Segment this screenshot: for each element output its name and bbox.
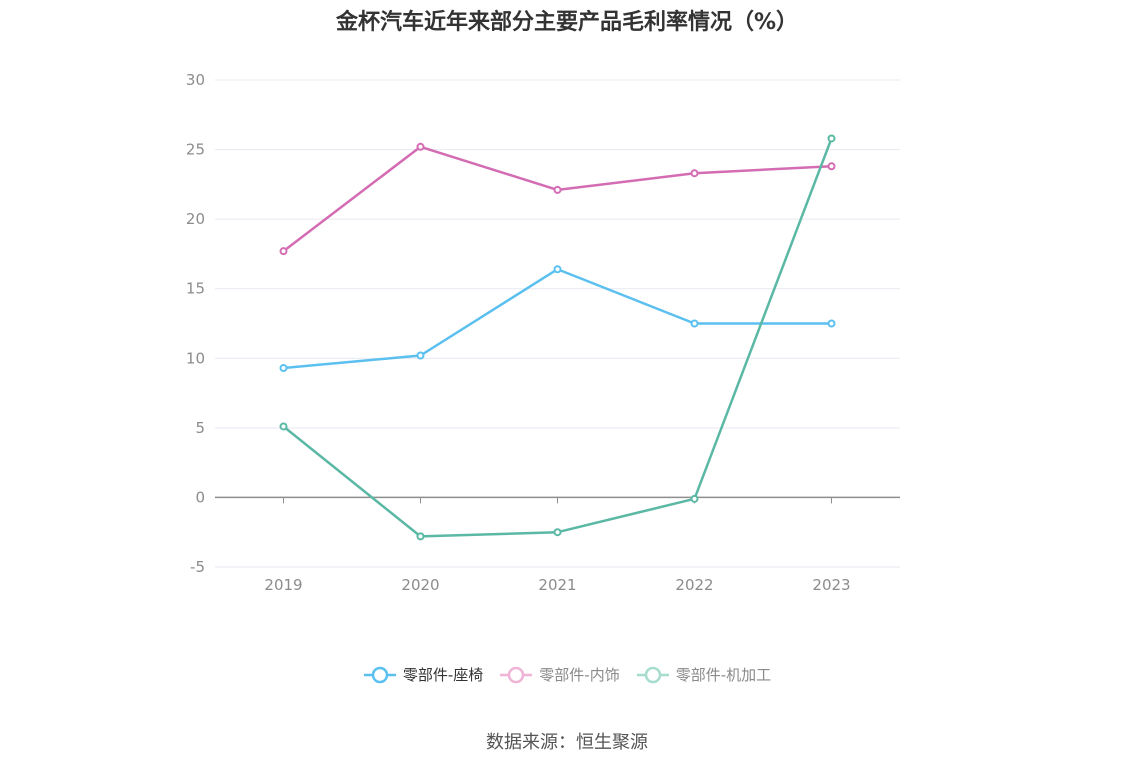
chart-title: 金杯汽车近年来部分主要产品毛利率情况（%） <box>335 10 799 35</box>
legend: 零部件-座椅 零部件-内饰 零部件-机加工 <box>0 664 1134 685</box>
data-point <box>827 162 836 171</box>
y-tick-label: 20 <box>186 210 205 228</box>
y-tick-label: 15 <box>186 280 205 298</box>
x-tick-label: 2020 <box>401 576 439 594</box>
x-tick-label: 2021 <box>538 576 576 594</box>
legend-swatch-icon <box>500 666 533 683</box>
data-point <box>279 422 288 431</box>
data-point <box>690 169 699 178</box>
y-tick-label: 25 <box>186 141 205 159</box>
grid-lines <box>215 79 900 568</box>
legend-label: 零部件-机加工 <box>675 666 772 684</box>
data-point <box>553 185 562 194</box>
y-tick-label: -5 <box>190 558 205 576</box>
y-tick-label: 5 <box>195 419 205 437</box>
data-point <box>827 319 836 328</box>
data-point <box>690 319 699 328</box>
legend-label: 零部件-座椅 <box>402 666 484 684</box>
legend-swatch-icon <box>363 666 396 683</box>
x-tick-label: 2019 <box>264 576 302 594</box>
data-point <box>690 494 699 503</box>
series-line <box>282 137 833 538</box>
legend-swatch-icon <box>636 666 669 683</box>
y-axis-ticks: 30 25 20 15 10 5 0 -5 <box>186 71 205 576</box>
x-tick-label: 2022 <box>675 576 713 594</box>
x-tick-label: 2023 <box>812 576 850 594</box>
legend-label: 零部件-内饰 <box>539 666 620 684</box>
source-note: 数据来源：恒生聚源 <box>486 732 648 753</box>
legend-item[interactable]: 零部件-座椅 <box>363 664 483 685</box>
series-line <box>282 145 832 253</box>
data-point <box>553 528 562 537</box>
data-point <box>416 351 425 360</box>
y-tick-label: 30 <box>186 71 205 89</box>
legend-item[interactable]: 零部件-内饰 <box>499 664 620 685</box>
data-point <box>279 247 288 256</box>
x-axis: 2019 2020 2021 2022 2023 <box>264 497 851 594</box>
y-tick-label: 0 <box>195 488 205 506</box>
data-point <box>416 142 425 151</box>
data-point <box>416 532 425 541</box>
y-tick-label: 10 <box>186 349 205 367</box>
series-group <box>279 134 836 541</box>
data-point <box>827 134 836 143</box>
data-point <box>553 265 562 274</box>
data-point <box>279 364 288 373</box>
legend-item[interactable]: 零部件-机加工 <box>636 664 771 685</box>
